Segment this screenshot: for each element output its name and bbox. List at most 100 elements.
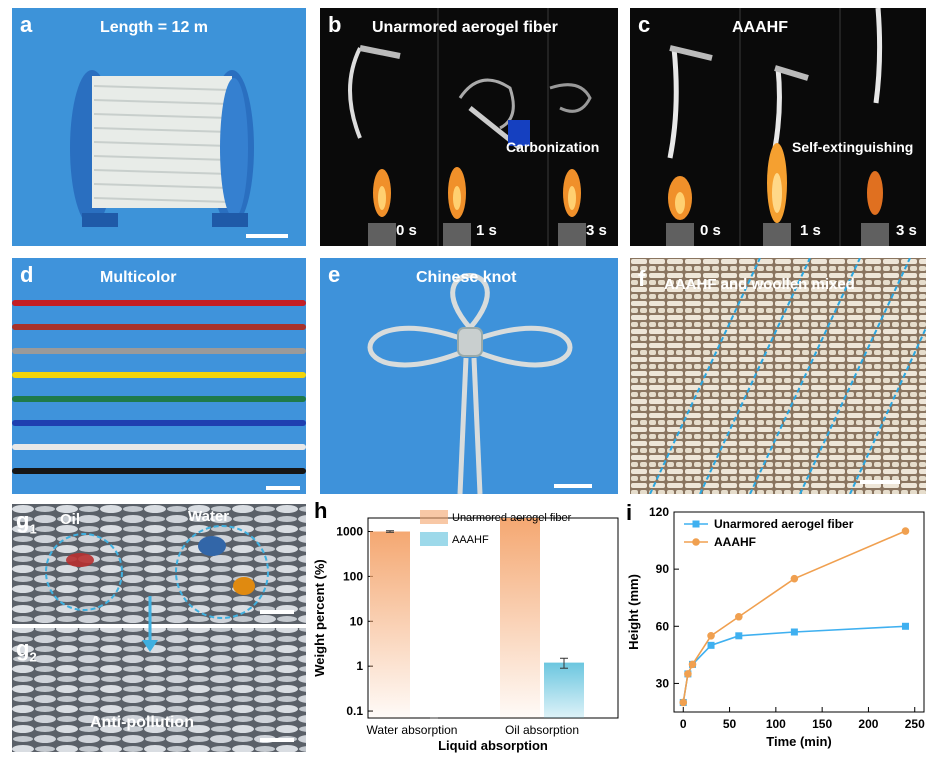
panel-label: f: [638, 266, 646, 291]
legend-label: AAAHF: [452, 534, 489, 546]
y-tick-label: 120: [649, 505, 669, 519]
legend-swatch: [420, 510, 448, 524]
panel-c: c AAAHF Self-extinguishing 0 s 1 s 3 s: [630, 8, 926, 246]
panel-label: i: [626, 500, 632, 525]
multicolor-fibers-image: [12, 300, 306, 474]
data-point: [679, 698, 688, 707]
data-point: [735, 612, 743, 621]
x-tick-label: 50: [723, 717, 737, 731]
data-point: [707, 641, 715, 649]
spool-image: [70, 70, 254, 227]
fiber-strand: [12, 300, 306, 306]
panel-g: g1 Oil Water g2 Anti-pollution: [12, 504, 306, 752]
panel-d: d Multicolor: [12, 258, 306, 494]
self-extinguishing-note: Self-extinguishing: [792, 139, 914, 155]
plot-frame: [367, 517, 619, 719]
time-label: 3 s: [896, 222, 917, 239]
x-tick-label: 150: [812, 717, 832, 731]
panel-title: Unarmored aerogel fiber: [372, 19, 558, 36]
scale-bar: [860, 480, 900, 484]
anti-pollution-fabric-image: [12, 504, 306, 752]
panel-h: h 0.1 1 10 100 1000 Water absorption Oil absorp…: [310, 500, 628, 758]
combustion-sequence-image: [348, 8, 592, 246]
x-tick-label: 200: [858, 717, 878, 731]
y-axis-label: Weight percent (%): [312, 559, 327, 677]
scale-bar: [266, 486, 300, 490]
legend-marker: [692, 538, 700, 546]
panel-label: c: [638, 12, 651, 37]
time-label: 3 s: [586, 222, 607, 239]
time-label: 1 s: [800, 222, 821, 239]
chinese-knot-image: [367, 273, 573, 494]
scale-bar: [554, 484, 592, 488]
panel-label: a: [20, 12, 33, 37]
y-tick-label: 90: [656, 562, 670, 576]
height-line-chart: i 30 60 90 120 0 50 100 150 200 250 Unarmored aerog…: [626, 500, 925, 749]
anti-pollution-label: Anti-pollution: [90, 714, 194, 731]
legend-label: AAAHF: [714, 535, 756, 549]
y-tick-label: 30: [656, 676, 670, 690]
panel-label: g2: [16, 636, 37, 665]
x-tick-label: 0: [680, 717, 687, 731]
data-point: [790, 574, 799, 583]
data-point: [684, 670, 692, 678]
oil-label: Oil: [60, 511, 81, 528]
panel-title: AAAHF and woollen mixed: [664, 276, 855, 293]
panel-title: Multicolor: [100, 269, 177, 286]
x-tick-label: Water absorption: [367, 723, 458, 737]
data-point: [688, 660, 697, 669]
legend-swatch: [420, 532, 448, 546]
panel-label: d: [20, 262, 34, 287]
panel-f: f AAAHF and woollen mixed: [630, 258, 926, 494]
time-label: 0 s: [396, 222, 417, 239]
legend-marker: [692, 520, 700, 528]
bar: [500, 518, 540, 718]
panel-label: h: [314, 500, 327, 523]
carbonization-note: Carbonization: [506, 139, 600, 155]
fiber-strand: [12, 444, 306, 450]
absorption-bar-chart: h 0.1 1 10 100 1000 Water absorption Oil absorp…: [312, 500, 619, 753]
y-tick-label: 10: [350, 614, 364, 628]
y-tick-label: 60: [656, 619, 670, 633]
fiber-strand: [12, 396, 306, 402]
legend-label: Unarmored aerogel fiber: [452, 512, 572, 524]
legend-label: Unarmored aerogel fiber: [714, 517, 854, 531]
data-point: [735, 632, 743, 640]
data-point: [901, 527, 910, 535]
water-label: Water: [188, 508, 230, 525]
panel-title: AAAHF: [732, 19, 788, 36]
panel-label: e: [328, 262, 341, 287]
data-point: [790, 628, 798, 636]
x-tick-label: Oil absorption: [505, 723, 579, 737]
x-axis-label: Liquid absorption: [438, 738, 548, 753]
y-tick-label: 1: [356, 659, 363, 673]
y-axis-label: Height (mm): [626, 574, 641, 650]
woollen-fabric-image: [630, 258, 926, 494]
scale-bar: [246, 234, 288, 238]
panel-b: b Unarmored aerogel fiber Carbonization …: [320, 8, 618, 246]
x-tick-label: 250: [905, 717, 925, 731]
series-line: [682, 625, 906, 703]
panel-title: Chinese knot: [416, 269, 517, 286]
fiber-strand: [12, 372, 306, 378]
panel-title: Length = 12 m: [100, 19, 209, 36]
series-line: [682, 530, 906, 703]
bar: [370, 531, 410, 718]
data-point: [901, 622, 909, 630]
self-extinguishing-sequence-image: [666, 8, 889, 246]
panel-a: a Length = 12 m: [12, 8, 306, 246]
plot-frame: [673, 511, 925, 713]
data-point: [707, 632, 715, 640]
x-axis-label: Time (min): [766, 734, 832, 749]
fiber-strand: [12, 324, 306, 330]
y-tick-label: 1000: [336, 525, 363, 539]
fiber-strand: [12, 348, 306, 354]
fiber-strand: [12, 420, 306, 426]
fiber-strand: [12, 468, 306, 474]
bar: [544, 662, 584, 718]
time-label: 0 s: [700, 222, 721, 239]
time-label: 1 s: [476, 222, 497, 239]
y-tick-label: 100: [343, 569, 363, 583]
panel-label: g1: [16, 508, 37, 537]
x-tick-label: 100: [766, 717, 786, 731]
